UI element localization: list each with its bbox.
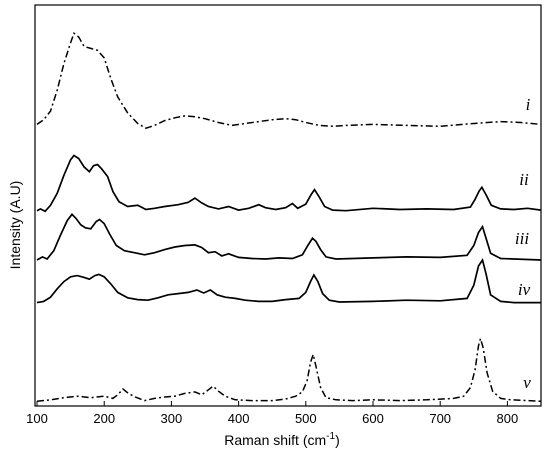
series-ii-label: ii	[519, 170, 529, 189]
series-ii-line	[36, 154, 542, 213]
x-tick-label: 700	[429, 411, 451, 426]
series-iii-label: iii	[515, 229, 529, 248]
series-layer	[36, 31, 542, 403]
series-iv-line	[36, 257, 541, 304]
x-tick-label: 100	[26, 411, 48, 426]
x-tick-label: 300	[161, 411, 183, 426]
y-axis-title: Intensity (A.U)	[7, 181, 23, 270]
series-iii-line	[36, 212, 542, 261]
x-tick-label: 500	[295, 411, 317, 426]
series-v-line	[36, 335, 542, 403]
x-axis-ticks: 100 200 300 400 500 600 700 800	[26, 401, 518, 426]
x-axis-title: Raman shift (cm-1)	[224, 431, 340, 448]
series-i-line	[36, 31, 542, 130]
x-tick-label: 400	[228, 411, 250, 426]
plot-frame	[34, 4, 542, 407]
x-axis-title-superscript: -1	[326, 431, 335, 442]
x-tick-label: 600	[362, 411, 384, 426]
x-tick-label: 200	[93, 411, 115, 426]
series-i-label: i	[526, 95, 531, 114]
x-tick-label: 800	[497, 411, 519, 426]
series-iv-label: iv	[518, 280, 531, 299]
series-v-label: v	[523, 373, 531, 392]
